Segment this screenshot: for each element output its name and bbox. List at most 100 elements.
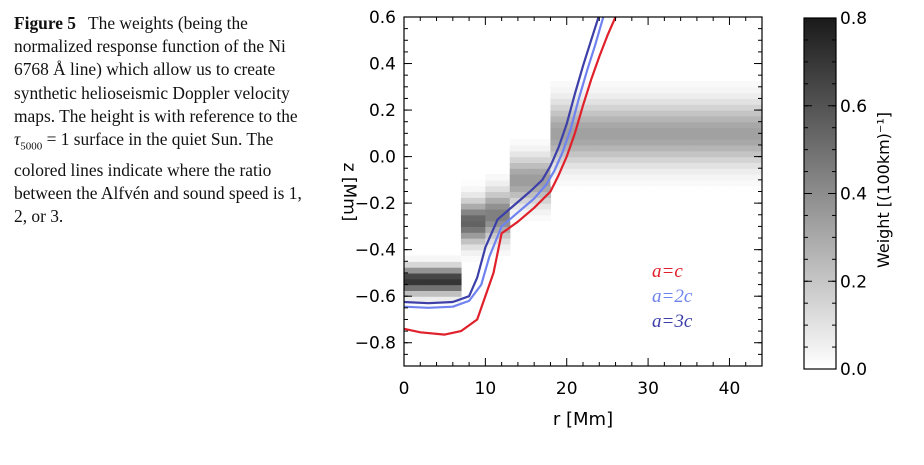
heatmap-cell (672, 98, 682, 105)
heatmap-cell (591, 144, 600, 152)
heatmap-cell (428, 267, 438, 274)
heatmap-cell (607, 162, 617, 169)
heatmap-cell (599, 139, 609, 146)
heatmap-cell (599, 144, 609, 152)
heatmap-cell (460, 214, 470, 222)
heatmap-cell (550, 86, 560, 94)
heatmap-cell (591, 162, 600, 169)
heatmap-cell (583, 133, 592, 140)
heatmap-cell (444, 255, 454, 262)
heatmap-cell (599, 98, 609, 105)
heatmap-cell (501, 243, 511, 251)
heatmap-cell (680, 150, 690, 158)
heatmap-cell (436, 278, 446, 286)
heatmap-cell (729, 110, 739, 117)
heatmap-cell (664, 156, 674, 164)
heatmap-cell (688, 92, 698, 100)
heatmap-cell (412, 284, 421, 291)
heatmap-cell (574, 127, 584, 134)
colorbar-tick-label: 0.4 (840, 185, 867, 205)
heatmap-cell (615, 92, 625, 100)
heatmap-cell (631, 150, 641, 158)
heatmap-cell (485, 191, 495, 198)
heatmap-cell (469, 191, 478, 198)
heatmap-cell (599, 80, 609, 88)
heatmap-cell (664, 179, 674, 187)
heatmap-cell (688, 139, 698, 146)
colorbar-tick-label: 0.6 (840, 97, 867, 117)
heatmap-cell (656, 110, 665, 117)
heatmap-cell (420, 261, 430, 268)
heatmap-cell (696, 104, 706, 111)
heatmap-cell (452, 278, 462, 286)
heatmap-cell (639, 174, 649, 181)
heatmap-cell (591, 98, 600, 105)
heatmap-cell (680, 98, 690, 105)
heatmap-cell (721, 150, 731, 158)
y-tick-label: −0.2 (355, 194, 396, 214)
heatmap-cell (542, 214, 552, 222)
heatmap-cell (534, 156, 543, 164)
heatmap-cell (583, 121, 592, 129)
heatmap-cell (737, 168, 747, 175)
heatmap-cell (648, 168, 657, 175)
heatmap-cell (696, 115, 706, 123)
heatmap-cell (542, 174, 552, 181)
heatmap-cell (404, 278, 413, 286)
heatmap-cell (412, 296, 421, 303)
heatmap-cell (558, 110, 568, 117)
x-tick-label: 10 (475, 379, 497, 399)
heatmap-cell (721, 174, 731, 181)
heatmap-cell (607, 133, 617, 140)
heatmap-cell (526, 214, 535, 222)
heatmap-cell (591, 104, 600, 111)
heatmap-cell (615, 174, 625, 181)
heatmap-cell (517, 174, 527, 181)
heatmap-cell (745, 127, 755, 134)
heatmap-cell (485, 185, 495, 193)
heatmap-cell (599, 92, 609, 100)
heatmap-cell (737, 98, 747, 105)
heatmap-cell (583, 115, 592, 123)
heatmap-cell (656, 115, 665, 123)
heatmap-cell (469, 197, 478, 204)
heatmap-cell (648, 162, 657, 169)
heatmap-cell (404, 302, 413, 309)
heatmap-cell (591, 86, 600, 94)
heatmap-cell (680, 86, 690, 94)
heatmap-cell (599, 121, 609, 129)
heatmap-cell (485, 214, 495, 222)
heatmap-cell (444, 290, 454, 297)
heatmap-cell (599, 104, 609, 111)
heatmap-cell (656, 144, 665, 152)
heatmap-cell (705, 127, 714, 134)
heatmap-cell (599, 174, 609, 181)
heatmap-cell (420, 278, 430, 286)
heatmap-cell (444, 296, 454, 303)
heatmap-cell (501, 232, 511, 239)
heatmap-cell (696, 127, 706, 134)
heatmap-cell (583, 98, 592, 105)
heatmap-cell (680, 162, 690, 169)
heatmap-cell (493, 220, 503, 227)
heatmap-cell (591, 168, 600, 175)
heatmap-cell (517, 150, 527, 158)
heatmap-cell (412, 290, 421, 297)
heatmap-cell (688, 162, 698, 169)
heatmap-cell (696, 86, 706, 94)
heatmap-cell (721, 80, 731, 88)
heatmap-cell (460, 191, 470, 198)
y-tick-label: −0.8 (355, 334, 396, 354)
heatmap-cell (623, 150, 633, 158)
heatmap-cell (615, 139, 625, 146)
heatmap-cell (745, 115, 755, 123)
heatmap-cell (753, 110, 762, 117)
heatmap-cell (566, 80, 576, 88)
heatmap-cell (753, 162, 762, 169)
heatmap-cell (607, 110, 617, 117)
heatmap-cell (688, 110, 698, 117)
series-line-1 (404, 17, 617, 336)
heatmap-cell (721, 127, 731, 134)
heatmap-cell (574, 121, 584, 129)
heatmap-cell (550, 121, 560, 129)
